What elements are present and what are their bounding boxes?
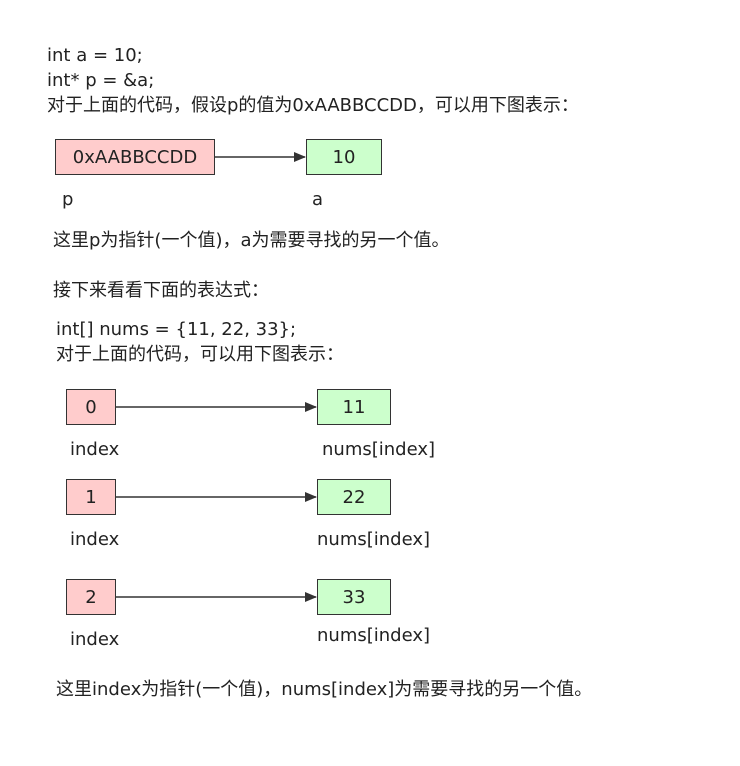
code-line-int-a: int a = 10; (47, 45, 143, 66)
code-line-nums: int[] nums = {11, 22, 33}; (56, 319, 297, 340)
value-box-22: 22 (317, 479, 391, 515)
value-box-33: 33 (317, 579, 391, 615)
pointer-box-p: 0xAABBCCDD (55, 139, 215, 175)
note-text-2: 这里index为指针(一个值)，nums[index]为需要寻找的另一个值。 (56, 679, 593, 700)
intro-text-2: 对于上面的代码，可以用下图表示： (56, 344, 344, 365)
note-text-1: 这里p为指针(一个值)，a为需要寻找的另一个值。 (53, 230, 450, 251)
label-a: a (312, 189, 324, 210)
index-box-1: 1 (66, 479, 116, 515)
index-box-2: 2 (66, 579, 116, 615)
label-nums-index-0: nums[index] (322, 439, 436, 460)
value-box-11: 11 (317, 389, 391, 425)
label-nums-index-2: nums[index] (317, 625, 431, 646)
code-line-int-pointer: int* p = &a; (47, 70, 155, 91)
label-p: p (62, 189, 74, 210)
label-index-1: index (70, 529, 120, 550)
label-index-2: index (70, 629, 120, 650)
label-index-0: index (70, 439, 120, 460)
heading-expression: 接下来看看下面的表达式： (53, 280, 269, 301)
index-box-0: 0 (66, 389, 116, 425)
value-box-a: 10 (306, 139, 382, 175)
intro-text-1: 对于上面的代码，假设p的值为0xAABBCCDD，可以用下图表示： (47, 95, 579, 116)
label-nums-index-1: nums[index] (317, 529, 431, 550)
